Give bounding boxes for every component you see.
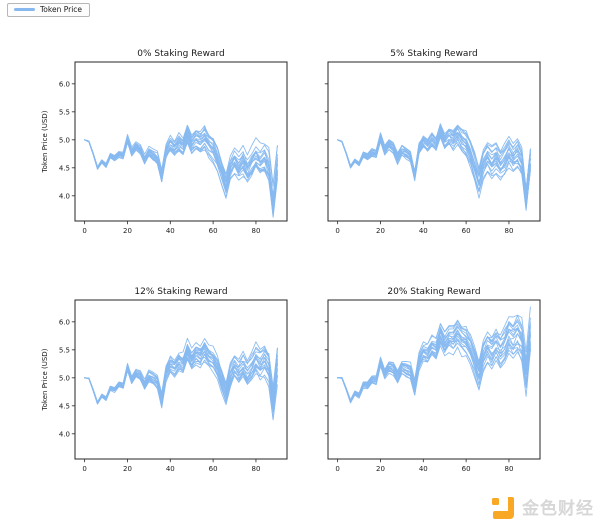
subplot-0pct-staking: 0% Staking Reward Token Price (USD) 0 20 4… [41, 49, 288, 235]
simulation-path [337, 306, 531, 401]
subplot-5pct-staking: 5% Staking Reward 0 20 40 60 80 [324, 49, 541, 235]
x-tick-label: 40 [419, 227, 428, 235]
subplot-12pct-staking: 12% Staking Reward Token Price (USD) 0 20… [41, 287, 288, 473]
axes-frame [327, 299, 541, 460]
x-tick-label: 0 [335, 465, 339, 473]
y-axis-label: Token Price (USD) [41, 110, 49, 173]
x-tick-label: 0 [82, 227, 86, 235]
x-tick-label: 80 [251, 465, 260, 473]
watermark-text: 金色财经 [522, 498, 594, 519]
logo-j-shape [493, 497, 514, 519]
simulation-paths [84, 124, 278, 218]
x-tick-label: 80 [504, 465, 513, 473]
x-tick-label: 0 [335, 227, 339, 235]
axes-frame [74, 61, 288, 222]
subplot-title: 5% Staking Reward [390, 49, 477, 59]
y-tick-label: 5.5 [59, 108, 70, 116]
subplot-title: 0% Staking Reward [137, 49, 224, 59]
legend-line-sample [14, 8, 35, 12]
y-tick-label: 6.0 [59, 318, 70, 326]
x-tick-label: 20 [376, 465, 385, 473]
y-axis-label: Token Price (USD) [41, 348, 49, 411]
x-tick-label: 40 [166, 227, 175, 235]
simulation-path [337, 324, 531, 402]
y-tick-label: 5.0 [59, 374, 70, 382]
x-tick-label: 40 [419, 465, 428, 473]
x-tick-label: 40 [166, 465, 175, 473]
legend-label: Token Price [40, 5, 83, 14]
legend: Token Price [7, 3, 91, 17]
simulation-path [337, 133, 531, 210]
logo-small-square [492, 498, 499, 505]
subplot-title: 20% Staking Reward [387, 287, 480, 297]
simulation-path [337, 125, 531, 191]
subplot-title: 12% Staking Reward [134, 287, 227, 297]
y-tick-label: 4.5 [59, 164, 70, 172]
simulation-path [84, 125, 278, 185]
simulation-path [84, 348, 278, 404]
watermark: 金色财经 [491, 496, 594, 522]
x-tick-label: 60 [462, 465, 471, 473]
simulation-path [84, 337, 278, 403]
simulation-paths [84, 337, 278, 421]
x-tick-label: 20 [123, 227, 132, 235]
x-tick-label: 0 [82, 465, 86, 473]
x-tick-label: 80 [251, 227, 260, 235]
x-tick-label: 80 [504, 227, 513, 235]
simulation-path [337, 339, 531, 403]
y-tick-label: 5.0 [59, 136, 70, 144]
x-tick-label: 60 [462, 227, 471, 235]
y-tick-label: 4.0 [59, 430, 70, 438]
x-tick-label: 60 [209, 465, 218, 473]
axes-frame [327, 61, 541, 222]
simulation-path [84, 344, 278, 404]
simulation-paths [337, 123, 531, 211]
axes-frame [74, 299, 288, 460]
x-tick-label: 20 [376, 227, 385, 235]
jinse-finance-logo-icon [492, 497, 514, 519]
simulation-path [337, 123, 531, 191]
y-tick-label: 4.0 [59, 192, 70, 200]
y-tick-label: 5.5 [59, 346, 70, 354]
y-tick-label: 4.5 [59, 402, 70, 410]
y-tick-label: 6.0 [59, 80, 70, 88]
x-tick-label: 60 [209, 227, 218, 235]
simulation-paths [337, 306, 531, 404]
x-tick-label: 20 [123, 465, 132, 473]
subplot-20pct-staking: 20% Staking Reward 0 20 40 60 80 [324, 287, 541, 473]
simulation-path [337, 123, 531, 193]
